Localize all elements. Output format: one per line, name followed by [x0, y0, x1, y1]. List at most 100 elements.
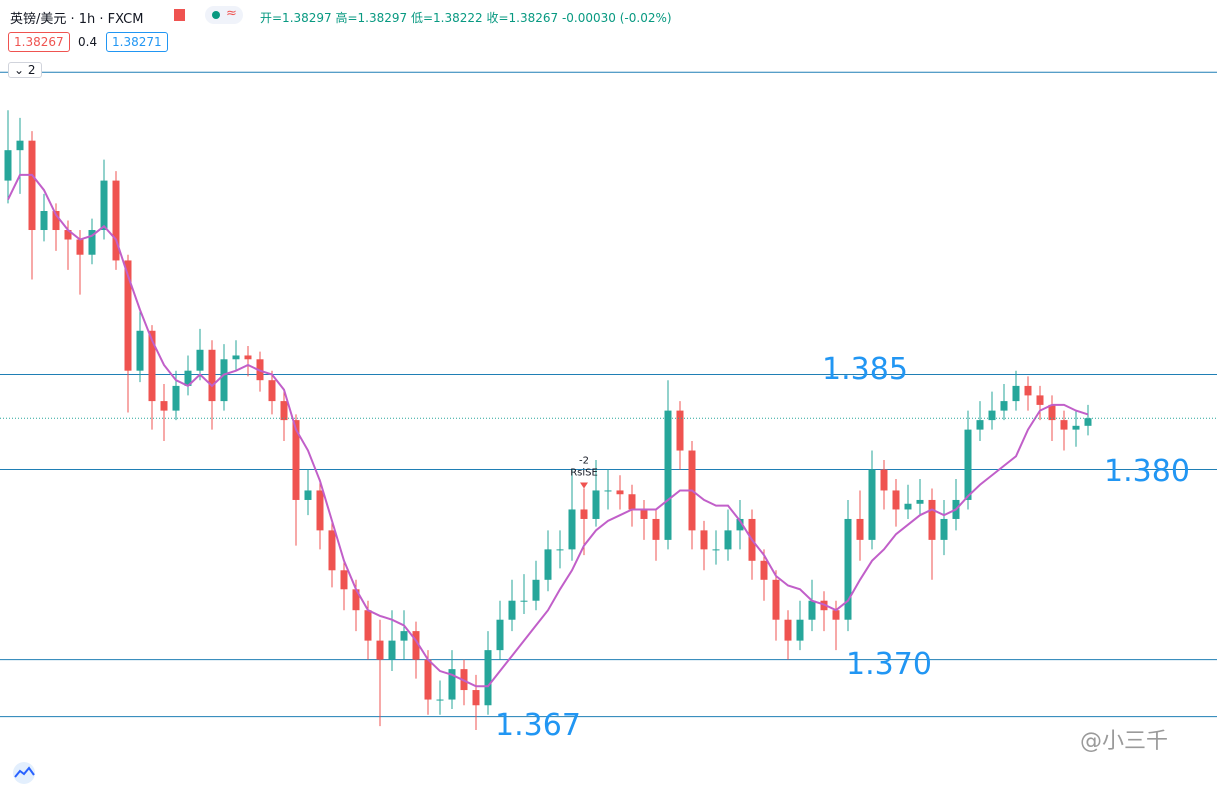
symbol[interactable]: 英镑/美元 · 1h · FXCM	[10, 12, 144, 27]
candle-body	[700, 530, 708, 550]
candle-body	[424, 659, 432, 700]
candle-body	[100, 180, 108, 231]
candle-body	[928, 499, 936, 540]
candle-body	[352, 589, 360, 611]
candle-body	[544, 549, 552, 580]
candle-body	[496, 619, 504, 651]
signal-arrow	[580, 482, 588, 489]
candle-body	[472, 690, 480, 706]
candle-body	[568, 509, 576, 550]
candle-body	[400, 631, 408, 641]
candle-body	[652, 518, 660, 540]
candle-body	[340, 570, 348, 590]
status-dot	[212, 11, 220, 19]
candle-body	[640, 509, 648, 519]
candle-body	[28, 140, 36, 231]
ask[interactable]: 1.38271	[106, 32, 168, 52]
status-icon: ≈	[226, 6, 237, 21]
candle-body	[520, 600, 528, 602]
candle-body	[808, 600, 816, 620]
candle-body	[364, 610, 372, 641]
candle-body	[880, 469, 888, 491]
signal-label: RsiSE	[570, 468, 598, 479]
level-label: 1.385	[822, 352, 908, 387]
spread: 0.4	[78, 35, 98, 49]
candle-body	[160, 401, 168, 411]
indicator-count: 2	[27, 63, 36, 77]
candle-body	[124, 260, 132, 371]
indicators-toggle[interactable]: ⌄ 2	[8, 62, 42, 78]
candle-body	[136, 330, 144, 371]
candle-body	[580, 509, 588, 519]
candle-body	[940, 518, 948, 540]
candle-body	[412, 631, 420, 660]
candle-body	[268, 380, 276, 402]
candle-body	[448, 669, 456, 700]
candle-body	[388, 640, 396, 660]
candle-body	[1036, 395, 1044, 405]
candle-body	[484, 650, 492, 706]
candle-body	[1084, 418, 1092, 426]
level-label: 1.370	[846, 647, 932, 682]
candle-body	[784, 619, 792, 641]
level-label: 1.380	[1104, 454, 1190, 489]
candle-body	[892, 490, 900, 510]
candle-body	[1060, 420, 1068, 430]
candle-body	[904, 503, 912, 510]
candle-body	[664, 410, 672, 540]
candle-body	[244, 355, 252, 360]
candle-body	[856, 518, 864, 540]
candle-body	[916, 499, 924, 504]
candle-body	[772, 579, 780, 620]
candle-body	[1000, 401, 1008, 411]
candle-body	[4, 150, 12, 181]
signal-value: -2	[579, 456, 589, 467]
watermark-text: @小三千	[1080, 729, 1168, 754]
candle-body	[628, 494, 636, 510]
candle-body	[556, 549, 564, 551]
candle-body	[304, 490, 312, 500]
candle-body	[844, 518, 852, 620]
candle-body	[196, 349, 204, 371]
candle-body	[436, 699, 444, 701]
candle-body	[676, 410, 684, 451]
candle-body	[988, 410, 996, 421]
candle-body	[1072, 425, 1080, 430]
ohlc: 开=1.38297 高=1.38297 低=1.38222 收=1.38267 …	[260, 11, 672, 25]
candle-body	[532, 579, 540, 601]
candle-body	[316, 490, 324, 531]
level-label: 1.367	[495, 708, 581, 743]
candle-body	[1048, 404, 1056, 421]
moving-average	[7, 173, 1089, 688]
candle-body	[88, 230, 96, 255]
candle-body	[724, 530, 732, 550]
candle-body	[1012, 385, 1020, 402]
candle-body	[508, 600, 516, 620]
candle-body	[184, 370, 192, 386]
candle-body	[16, 140, 24, 151]
candle-body	[172, 385, 180, 411]
candle-body	[220, 359, 228, 402]
candle-body	[616, 490, 624, 495]
candle-body	[280, 401, 288, 421]
candle-body	[976, 420, 984, 430]
watermark: @小三千	[1080, 729, 1168, 754]
candle-body	[964, 429, 972, 500]
candle-body	[712, 549, 720, 551]
flag-icon[interactable]	[174, 9, 185, 21]
logo-icon	[14, 766, 35, 778]
status-pill[interactable]: ≈	[205, 6, 243, 24]
candle-body	[328, 530, 336, 571]
bid[interactable]: 1.38267	[8, 32, 70, 52]
candle-body	[832, 610, 840, 620]
candle-body	[148, 330, 156, 402]
candle-body	[208, 349, 216, 402]
candle-body	[760, 560, 768, 580]
candle-body	[376, 640, 384, 660]
candle-body	[64, 230, 72, 240]
candle-body	[112, 180, 120, 261]
candle-body	[76, 239, 84, 255]
candle-body	[592, 490, 600, 519]
